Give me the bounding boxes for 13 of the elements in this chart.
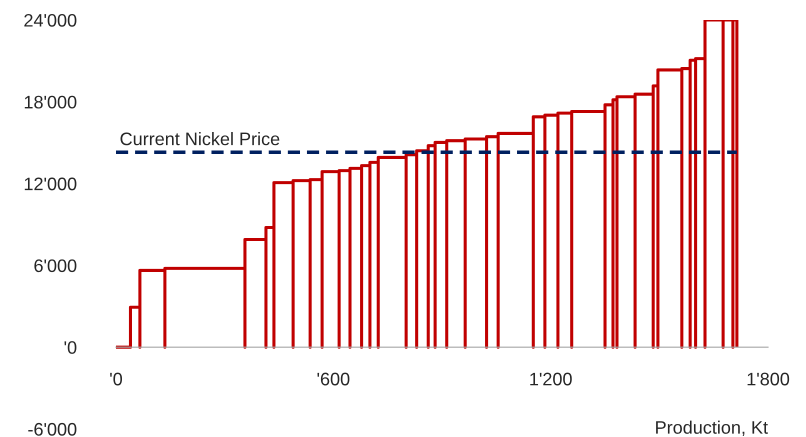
x-axis-title: Production, Kt bbox=[656, 420, 768, 436]
x-tick-label: '0 bbox=[110, 372, 122, 386]
line-series bbox=[116, 20, 738, 349]
x-tick-label: '600 bbox=[317, 372, 350, 386]
x-tick-label: 1'200 bbox=[530, 372, 572, 386]
y-tick-label: 12'000 bbox=[24, 178, 76, 190]
x-tick-label: 1'800 bbox=[748, 372, 790, 386]
y-tick-label: 6'000 bbox=[34, 259, 76, 272]
y-tick-label: -6'000 bbox=[28, 422, 76, 436]
y-tick-label: '0 bbox=[64, 341, 76, 354]
y-tick-label: 24'000 bbox=[24, 14, 76, 27]
y-tick-label: 18'000 bbox=[24, 96, 76, 109]
ref-line-label: Current Nickel Price bbox=[120, 132, 280, 146]
